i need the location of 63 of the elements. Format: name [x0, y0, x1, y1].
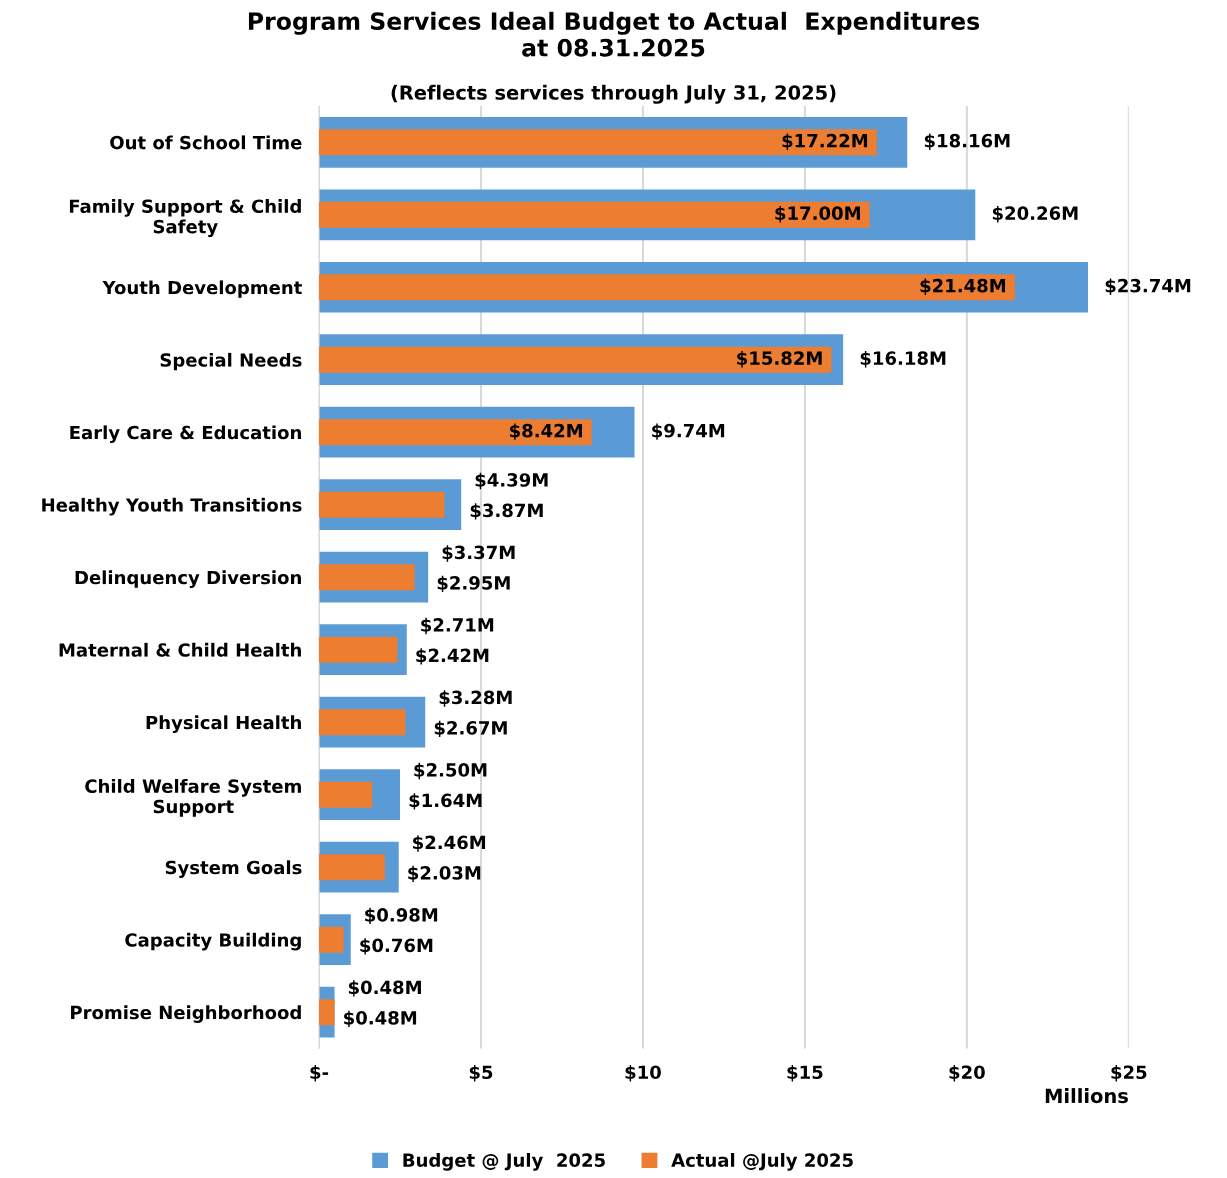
bar: [319, 781, 373, 808]
data-label: $17.22M: [782, 133, 868, 150]
data-label: $0.48M: [348, 980, 421, 997]
bar: [319, 636, 398, 663]
data-label: $18.16M: [924, 133, 1010, 150]
y-tick-label: Delinquency Diversion: [75, 570, 301, 588]
x-tick-label: $25: [1111, 1065, 1147, 1082]
data-label: $2.42M: [416, 648, 489, 665]
y-tick-label: System Goals: [165, 860, 302, 878]
y-tick-label: Healthy Youth Transitions: [42, 497, 302, 516]
y-tick-label: Family Support & Child Safety: [69, 199, 301, 238]
bar: [319, 709, 406, 736]
data-label: $20.26M: [992, 206, 1078, 223]
y-tick-label: Maternal & Child Health: [59, 642, 301, 657]
bar: [319, 201, 870, 228]
chart-subtitle: (Reflects services through July 31, 2025): [391, 84, 836, 104]
data-label: $17.00M: [775, 206, 860, 223]
y-tick-label: Physical Health: [146, 715, 301, 733]
x-tick-label: $15: [787, 1065, 823, 1082]
data-label: $8.42M: [510, 423, 582, 440]
x-tick-label: $-: [310, 1065, 329, 1082]
data-label: $2.46M: [413, 835, 486, 852]
data-label: $3.28M: [439, 690, 512, 707]
y-tick-label: Out of School Time: [110, 135, 302, 150]
x-tick-label: $10: [625, 1065, 661, 1082]
y-tick-label: Capacity Building: [125, 932, 301, 951]
data-label: $9.74M: [652, 423, 725, 440]
legend-label: Budget @ July 2025: [403, 1153, 605, 1171]
bar: [319, 564, 415, 591]
data-label: $21.48M: [920, 278, 1006, 295]
data-label: $2.71M: [421, 617, 494, 635]
bar: [319, 999, 335, 1026]
x-tick-label: $20: [949, 1065, 985, 1082]
x-axis-title: Millions: [1045, 1088, 1128, 1104]
bar: [319, 854, 385, 881]
data-label: $2.03M: [408, 865, 481, 883]
y-tick-label: Youth Development: [102, 280, 302, 298]
bar: [319, 274, 1015, 301]
chart-title: Program Services Ideal Budget to Actual Expenditures at 08.31.2025: [248, 11, 980, 57]
x-tick-label: $5: [469, 1065, 493, 1082]
data-label: $15.82M: [737, 351, 822, 368]
data-label: $0.98M: [365, 907, 438, 925]
data-label: $3.87M: [470, 503, 543, 520]
data-label: $23.74M: [1105, 278, 1191, 295]
y-tick-label: Early Care & Education: [70, 425, 301, 443]
data-label: $2.95M: [437, 575, 510, 593]
y-tick-label: Promise Neighborhood: [71, 1005, 301, 1023]
data-label: $0.48M: [344, 1010, 417, 1028]
bar: [319, 926, 344, 953]
y-tick-label: Special Needs: [160, 352, 302, 371]
bar: [319, 346, 832, 373]
data-label: $4.39M: [475, 472, 548, 490]
data-label: $0.76M: [360, 938, 433, 955]
legend-label: Actual @July 2025: [671, 1153, 853, 1171]
data-label: $2.50M: [414, 762, 487, 780]
data-label: $16.18M: [860, 351, 946, 368]
bar: [319, 419, 592, 446]
bar: [319, 491, 445, 518]
data-label: $3.37M: [442, 545, 515, 562]
data-label: $2.67M: [434, 720, 507, 738]
bar: [319, 129, 877, 156]
data-label: $1.64M: [409, 793, 482, 810]
y-tick-label: Child Welfare System Support: [85, 779, 301, 817]
